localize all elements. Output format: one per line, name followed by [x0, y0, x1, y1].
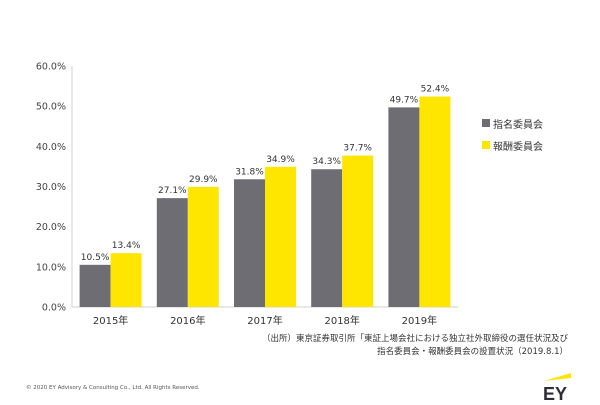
x-tick-label: 2017年 — [247, 314, 282, 327]
data-label: 13.4% — [112, 241, 141, 251]
bar-nomination — [311, 169, 343, 307]
data-label: 31.8% — [235, 167, 264, 177]
source-line-2: 指名委員会・報酬委員会の設置状況（2019.8.1） — [377, 347, 568, 357]
data-label: 29.9% — [189, 175, 218, 185]
ey-logo: EY — [543, 373, 571, 402]
source-note: （出所）東京証券取引所「東証上場会社における独立社外取締役の選任状況及び 指名委… — [248, 333, 568, 359]
y-tick-label: 10.0% — [36, 262, 66, 273]
data-label: 10.5% — [81, 253, 110, 263]
legend-item-nomination: 指名委員会 — [482, 116, 543, 131]
bar-nomination — [234, 179, 265, 307]
bar-nomination — [79, 264, 111, 307]
data-label: 52.4% — [421, 85, 450, 95]
bar-compensation — [187, 186, 219, 307]
data-label: 37.7% — [343, 144, 372, 154]
data-label: 27.1% — [158, 186, 187, 196]
ey-logo-beam — [544, 373, 571, 381]
y-tick-label: 0.0% — [42, 303, 66, 314]
legend-label-compensation: 報酬委員会 — [493, 141, 543, 153]
legend: 指名委員会 報酬委員会 — [482, 116, 543, 160]
bar-compensation — [342, 155, 374, 307]
copyright-notice: © 2020 EY Advisory & Consulting Co., Ltd… — [26, 385, 200, 391]
y-tick-label: 40.0% — [36, 142, 66, 153]
ey-logo-text: EY — [543, 384, 567, 402]
y-tick-label: 60.0% — [36, 62, 66, 73]
bar-compensation — [265, 166, 296, 307]
bar-compensation — [419, 96, 451, 307]
bar-nomination — [156, 198, 188, 307]
legend-item-compensation: 報酬委員会 — [482, 138, 543, 153]
legend-label-nomination: 指名委員会 — [493, 119, 543, 131]
data-label: 34.3% — [312, 157, 341, 167]
data-label: 49.7% — [390, 95, 419, 105]
legend-swatch-compensation — [482, 141, 490, 149]
y-tick-label: 20.0% — [36, 222, 66, 233]
data-label: 34.9% — [266, 155, 295, 165]
source-line-1: （出所）東京証券取引所「東証上場会社における独立社外取締役の選任状況及び — [261, 334, 568, 344]
y-tick-label: 30.0% — [36, 182, 66, 193]
y-tick-label: 50.0% — [36, 102, 66, 113]
bar-nomination — [388, 107, 420, 307]
x-tick-label: 2019年 — [402, 314, 437, 327]
x-tick-label: 2018年 — [324, 314, 359, 327]
bar-compensation — [110, 253, 142, 307]
legend-swatch-nomination — [482, 119, 490, 127]
x-tick-label: 2016年 — [170, 314, 205, 327]
x-tick-label: 2015年 — [93, 314, 128, 327]
